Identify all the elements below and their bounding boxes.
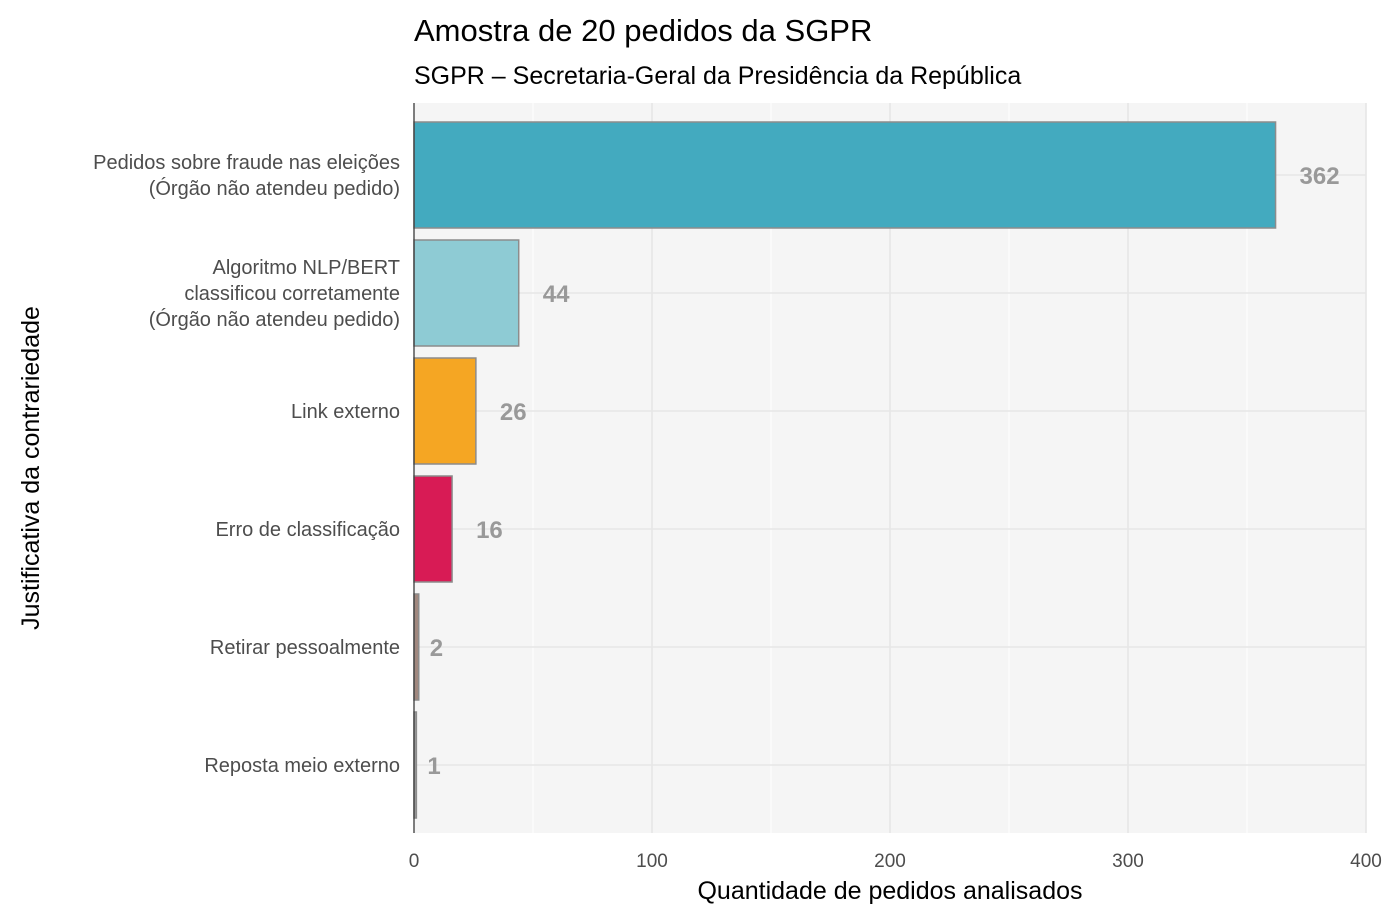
x-tick-labels: 0 100 200 300 400 — [409, 851, 1382, 872]
value-labels: 362 44 26 16 2 1 — [427, 163, 1339, 780]
value-label: 1 — [427, 753, 440, 780]
x-tick-label: 100 — [636, 851, 668, 872]
category-label: Retirar pessoalmente — [210, 637, 400, 659]
bar — [413, 239, 520, 347]
category-label: Link externo — [291, 401, 400, 423]
x-axis-title: Quantidade de pedidos analisados — [697, 877, 1082, 905]
bar — [413, 121, 1277, 229]
category-label: Reposta meio externo — [204, 755, 400, 777]
x-tick-label: 400 — [1350, 851, 1382, 872]
x-tick-label: 300 — [1112, 851, 1144, 872]
value-label: 44 — [543, 281, 570, 308]
value-label: 26 — [500, 399, 527, 426]
category-label: Erro de classificação — [215, 519, 400, 541]
bar — [413, 357, 477, 465]
bar — [413, 593, 420, 701]
y-axis-title: Justificativa da contrariedade — [17, 306, 45, 630]
x-tick-label: 200 — [874, 851, 906, 872]
value-label: 2 — [430, 635, 443, 662]
category-label: Pedidos sobre fraude nas eleições (Órgão … — [93, 152, 400, 200]
chart-subtitle: SGPR – Secretaria-Geral da Presidência d… — [414, 62, 1021, 90]
bar — [413, 475, 453, 583]
chart-title: Amostra de 20 pedidos da SGPR — [414, 13, 872, 48]
bars — [413, 121, 1277, 819]
value-label: 16 — [476, 517, 503, 544]
category-labels: Pedidos sobre fraude nas eleições (Órgão … — [93, 152, 400, 777]
value-label: 362 — [1300, 163, 1340, 190]
category-label: Algoritmo NLP/BERT classificou corretamen… — [149, 257, 400, 331]
x-tick-label: 0 — [409, 851, 420, 872]
